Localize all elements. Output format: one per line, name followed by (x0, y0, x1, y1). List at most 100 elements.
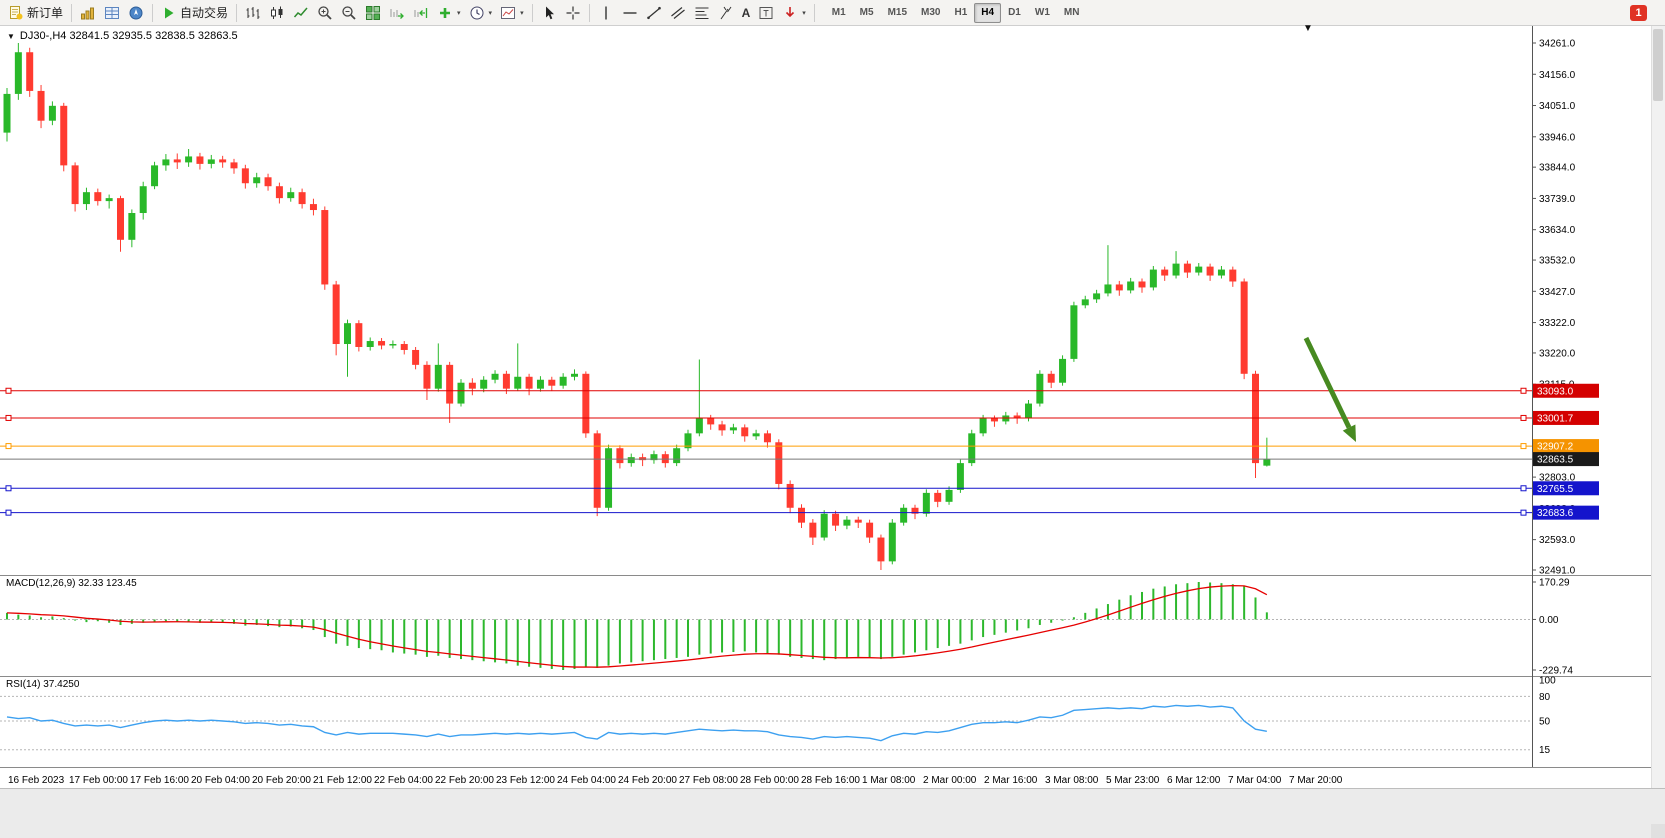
chevron-down-icon: ▾ (457, 9, 461, 17)
tile-windows-button[interactable] (361, 2, 385, 24)
horizontal-line-icon (623, 11, 637, 14)
vertical-line-button[interactable] (594, 2, 618, 24)
svg-text:27 Feb 08:00: 27 Feb 08:00 (679, 775, 738, 786)
timeframe-h4-button[interactable]: H4 (974, 2, 1002, 23)
text-icon: A (741, 5, 751, 20)
vertical-scrollbar[interactable] (1651, 26, 1665, 788)
notification-badge[interactable]: 1 (1630, 4, 1647, 21)
text-label-tool-button[interactable] (754, 2, 778, 24)
timeframe-m5-button[interactable]: M5 (853, 3, 881, 23)
toolbar-separator (813, 3, 815, 22)
chart-dropdown-icon[interactable]: ▼ (7, 31, 15, 41)
line-chart-icon (293, 7, 308, 17)
svg-text:22 Feb 20:00: 22 Feb 20:00 (435, 775, 494, 786)
candlestick-chart-button[interactable] (265, 2, 289, 24)
templates-button[interactable]: ▾ (496, 2, 528, 24)
svg-text:32863.5: 32863.5 (1537, 455, 1574, 466)
chart-title-text: DJ30-,H4 32841.5 32935.5 32838.5 32863.5 (19, 30, 238, 42)
price-chart[interactable]: 34261.0 34156.0 34051.0 33946.0 33844.0 33739… (0, 26, 1665, 788)
trendline-icon (646, 6, 661, 19)
status-area (0, 788, 1665, 838)
svg-text:34051.0: 34051.0 (1539, 101, 1576, 112)
auto-trading-button[interactable]: 自动交易 (157, 2, 232, 24)
svg-text:33946.0: 33946.0 (1539, 132, 1576, 143)
periods-icon (470, 6, 484, 19)
svg-text:33093.0: 33093.0 (1537, 386, 1574, 397)
svg-text:20 Feb 20:00: 20 Feb 20:00 (252, 775, 311, 786)
tile-windows-icon (366, 5, 381, 20)
vertical-line-icon (604, 6, 607, 19)
auto-trading-icon (165, 7, 174, 18)
channel-icon (670, 6, 685, 19)
macd-indicator: 170.29 0.00 -229.74 (0, 578, 1573, 677)
svg-text:33427.0: 33427.0 (1539, 287, 1576, 298)
svg-text:20 Feb 04:00: 20 Feb 04:00 (191, 775, 250, 786)
market-watch-button[interactable] (100, 2, 124, 24)
auto-trading-label: 自动交易 (180, 6, 229, 20)
timeframe-m15-button[interactable]: M15 (881, 3, 914, 23)
crosshair-button[interactable] (561, 2, 585, 24)
svg-text:33634.0: 33634.0 (1539, 225, 1576, 236)
timeframe-h1-button[interactable]: H1 (947, 3, 974, 23)
svg-text:16 Feb 2023: 16 Feb 2023 (8, 775, 65, 786)
zoom-out-button[interactable] (337, 2, 361, 24)
timeframe-m30-button[interactable]: M30 (914, 3, 947, 23)
svg-text:28 Feb 16:00: 28 Feb 16:00 (801, 775, 860, 786)
svg-text:100: 100 (1539, 676, 1556, 687)
horizontal-line-button[interactable] (618, 2, 642, 24)
svg-text:32491.0: 32491.0 (1539, 566, 1576, 577)
svg-text:17 Feb 16:00: 17 Feb 16:00 (130, 775, 189, 786)
svg-text:0.00: 0.00 (1539, 615, 1559, 626)
candlestick-series (3, 43, 1271, 570)
svg-text:50: 50 (1539, 717, 1551, 728)
price-axis[interactable]: 34261.0 34156.0 34051.0 33946.0 33844.0 33739… (1532, 39, 1576, 577)
new-order-button[interactable]: 新订单 (4, 2, 67, 24)
chart-shift-icon (414, 7, 428, 18)
periods-button[interactable]: ▾ (465, 2, 497, 24)
timeframe-m1-button[interactable]: M1 (825, 3, 853, 23)
zoom-in-button[interactable] (313, 2, 337, 24)
time-axis[interactable]: 16 Feb 2023 17 Feb 00:00 17 Feb 16:00 20 Fe… (8, 775, 1343, 786)
down-arrow-annotation[interactable] (1303, 336, 1356, 442)
price-axis-labels: 33093.0 33001.7 32907.2 32863.5 32765.5 32683… (1533, 383, 1599, 520)
chart-shift-button[interactable] (409, 2, 433, 24)
bar-chart-button[interactable] (241, 2, 265, 24)
horizontal-line-objects[interactable] (0, 387, 1532, 516)
cursor-button[interactable] (537, 2, 561, 24)
svg-text:24 Feb 04:00: 24 Feb 04:00 (557, 775, 616, 786)
svg-text:15: 15 (1539, 745, 1551, 756)
candlestick-chart-icon (271, 6, 283, 19)
auto-scroll-button[interactable] (385, 2, 409, 24)
chevron-down-icon: ▾ (520, 9, 524, 17)
toolbar-separator (588, 3, 590, 22)
svg-text:32683.6: 32683.6 (1537, 508, 1574, 519)
timeframe-mn-button[interactable]: MN (1057, 3, 1087, 23)
charts-button[interactable] (76, 2, 100, 24)
timeframe-d1-button[interactable]: D1 (1001, 3, 1028, 23)
arrows-tool-button[interactable]: ▾ (778, 2, 810, 24)
pitchfork-button[interactable] (714, 2, 738, 24)
svg-text:80: 80 (1539, 692, 1551, 703)
auto-scroll-icon (390, 8, 404, 19)
svg-text:22 Feb 04:00: 22 Feb 04:00 (374, 775, 433, 786)
text-tool-button[interactable]: A (738, 2, 755, 24)
scrollbar-thumb[interactable] (1653, 29, 1663, 101)
navigator-button[interactable] (124, 2, 148, 24)
channel-button[interactable] (666, 2, 690, 24)
macd-label: MACD(12,26,9) 32.33 123.45 (6, 578, 137, 589)
line-chart-button[interactable] (289, 2, 313, 24)
svg-text:32907.2: 32907.2 (1537, 442, 1574, 453)
indicators-button[interactable]: ▾ (433, 2, 465, 24)
rsi-indicator: 100 80 50 15 (0, 676, 1556, 756)
svg-text:-229.74: -229.74 (1539, 666, 1573, 677)
pitchfork-icon (720, 6, 731, 19)
chart-shift-marker-icon[interactable]: ▼ (1303, 23, 1313, 34)
svg-text:33220.0: 33220.0 (1539, 348, 1576, 359)
new-order-icon (10, 5, 23, 19)
svg-text:34261.0: 34261.0 (1539, 39, 1576, 50)
timeframe-w1-button[interactable]: W1 (1028, 3, 1057, 23)
trendline-button[interactable] (642, 2, 666, 24)
chart-area[interactable]: 34261.0 34156.0 34051.0 33946.0 33844.0 33739… (0, 23, 1665, 788)
fibonacci-button[interactable] (690, 2, 714, 24)
